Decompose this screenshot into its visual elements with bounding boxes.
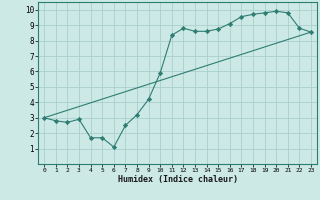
X-axis label: Humidex (Indice chaleur): Humidex (Indice chaleur) [118, 175, 238, 184]
